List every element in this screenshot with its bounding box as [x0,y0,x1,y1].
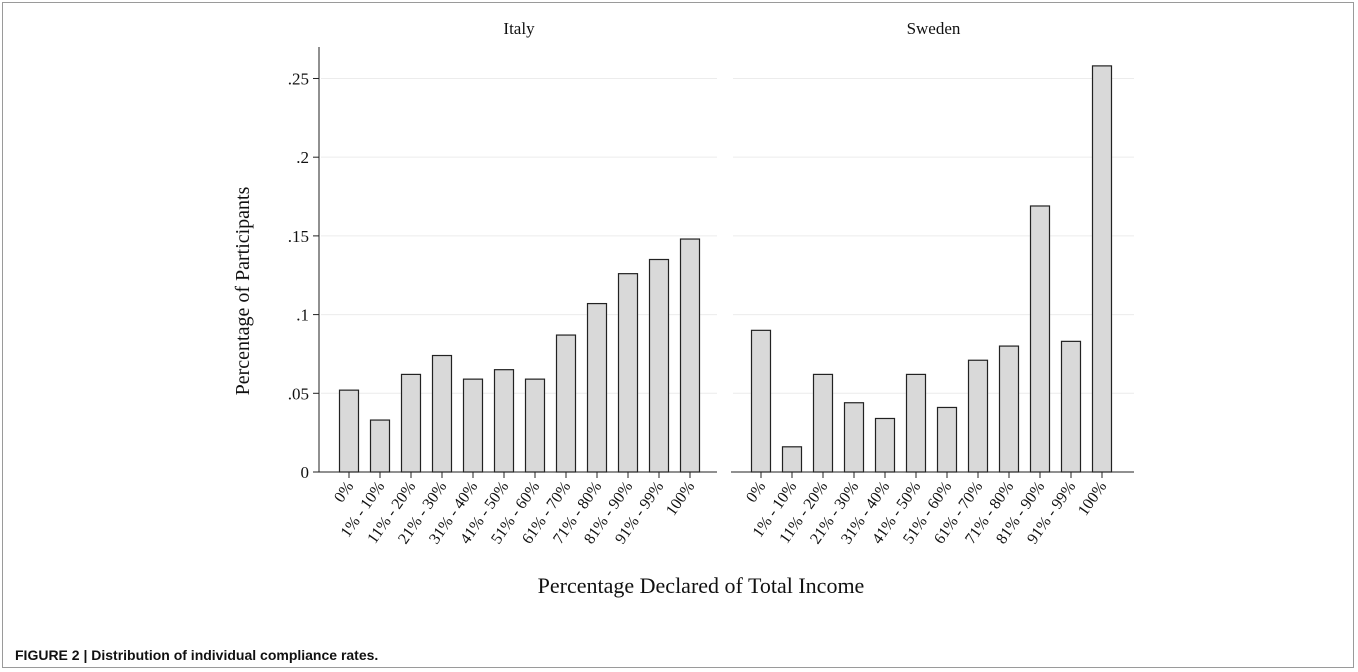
panel-title: Sweden [907,19,961,38]
bar [617,273,639,473]
bar [338,389,360,473]
x-tick-label: 0% [331,479,357,506]
x-tick-label: 0% [743,479,769,506]
bar [1029,205,1051,473]
y-tick-label: 0 [301,463,310,482]
grid-lines [321,77,1134,394]
y-tick-label: .15 [288,227,309,246]
bar [905,373,927,473]
bar [555,334,577,473]
y-tick-label: .25 [288,69,309,88]
y-tick-label: .2 [296,148,309,167]
figure-caption: FIGURE 2 | Distribution of individual co… [15,647,379,663]
y-tick-label: .05 [288,384,309,403]
y-tick-label: .1 [296,306,309,325]
bar [874,417,896,473]
bar [750,329,772,473]
bar [493,369,515,473]
bar [586,302,608,473]
bar [679,238,701,473]
bar [967,359,989,473]
bar [1060,340,1082,473]
x-tick-label: 100% [1075,479,1110,519]
y-axis-title: Percentage of Participants [232,186,254,395]
bar [843,402,865,473]
bar [462,378,484,473]
bar [369,419,391,473]
bar [648,258,670,473]
panel-title: Italy [503,19,535,38]
x-tick-label: 100% [663,479,698,519]
bar [400,373,422,473]
bar [998,345,1020,473]
y-axis: 0 .05 .1 .15 .2 .25 [288,47,320,482]
bar [524,378,546,473]
bar [812,373,834,473]
bar [431,354,453,473]
bar [1091,65,1113,473]
bar [936,406,958,473]
x-axis-title: Percentage Declared of Total Income [538,573,865,598]
bar [781,446,803,473]
